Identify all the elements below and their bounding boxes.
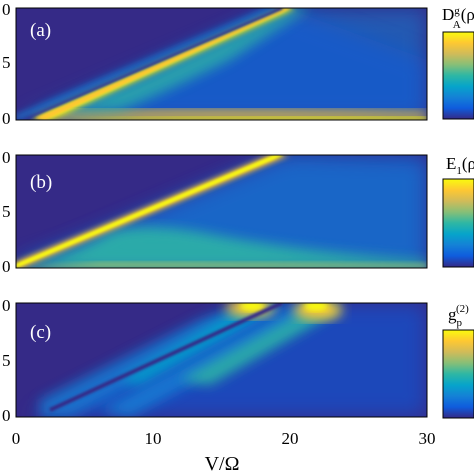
panel-label-a: (a): [30, 20, 51, 41]
panel-label-c: (c): [30, 322, 51, 343]
colorbar-c: [443, 330, 474, 418]
y-tick-a-top: 0: [2, 0, 11, 19]
heatmap-b: [16, 155, 427, 270]
colorbar-label-a: DgA(ρ: [442, 5, 474, 31]
y-tick-c-mid: 5: [2, 351, 11, 370]
y-tick-c-top: 0: [2, 296, 11, 315]
x-axis-label: V/Ω: [205, 453, 240, 474]
y-tick-b-mid: 5: [2, 202, 11, 221]
colorbar-label-b: E1(ρ: [446, 154, 474, 177]
y-tick-b-top: 0: [2, 148, 11, 167]
x-axis: 0 10 20 30 V/Ω: [12, 429, 436, 474]
y-tick-c-bot: 0: [2, 406, 11, 425]
panel-c: (c) 0 5 0 gp(2): [2, 296, 474, 425]
heatmap-c: [16, 299, 427, 417]
panel-a: (a) 0 5 0 DgA(ρ: [2, 0, 474, 128]
colorbar-a: [443, 32, 474, 119]
y-tick-a-bot: 0: [2, 109, 11, 128]
x-tick-10: 10: [145, 429, 162, 448]
y-tick-a-mid: 5: [2, 53, 11, 72]
heatmap-a: [16, 8, 427, 122]
x-tick-20: 20: [282, 429, 299, 448]
y-tick-b-bot: 0: [2, 257, 11, 276]
panel-b: (b) 0 5 0 E1(ρ: [2, 148, 474, 276]
x-tick-0: 0: [12, 429, 21, 448]
colorbar-label-c: gp(2): [448, 303, 469, 329]
x-tick-30: 30: [419, 429, 436, 448]
colorbar-b: [443, 179, 474, 267]
panel-label-b: (b): [30, 172, 52, 193]
